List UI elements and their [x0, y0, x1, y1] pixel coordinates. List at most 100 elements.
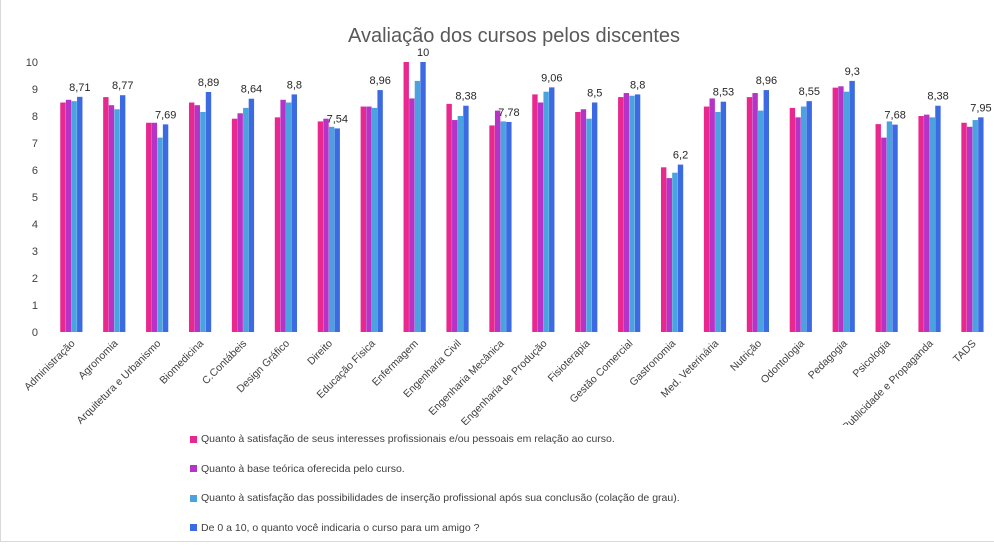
bar-area: [60, 62, 984, 333]
bar: [875, 124, 881, 332]
bar: [286, 102, 292, 332]
data-label: 8,64: [241, 84, 262, 96]
bar: [323, 118, 329, 332]
bar: [575, 111, 581, 332]
y-tick-label: 1: [32, 300, 38, 312]
bar: [918, 116, 924, 332]
bar: [403, 62, 409, 332]
bar: [274, 117, 281, 332]
data-label: 7,69: [155, 109, 176, 121]
data-label: 8,53: [713, 87, 734, 99]
y-tick-label: 0: [32, 327, 38, 339]
x-category-label: Psicologia: [851, 338, 893, 380]
legend-swatch: [190, 435, 197, 443]
bar: [119, 95, 126, 333]
bar: [452, 120, 458, 332]
legend-swatch: [190, 524, 197, 532]
data-label: 9,3: [845, 66, 860, 78]
chart-title: Avaliação dos cursos pelos discentes: [348, 25, 680, 47]
bar: [243, 107, 249, 333]
legend-swatch: [190, 465, 197, 473]
bar: [892, 124, 898, 332]
bar: [420, 62, 426, 332]
bar: [108, 105, 115, 332]
x-category-label: Nutrição: [728, 338, 764, 374]
bar: [65, 99, 72, 332]
bar: [77, 96, 83, 332]
bar: [103, 97, 109, 332]
bar: [924, 114, 930, 333]
bar: [672, 172, 678, 332]
data-label: 8,8: [630, 79, 645, 91]
bar: [849, 80, 855, 333]
bar: [537, 102, 544, 332]
bar: [618, 97, 624, 332]
bar: [709, 98, 715, 332]
data-label: 8,96: [370, 75, 391, 87]
y-tick-label: 2: [32, 273, 38, 285]
bar: [972, 120, 978, 332]
bar: [580, 109, 587, 332]
bar: [703, 106, 710, 332]
x-category-label: Fisioterapia: [546, 338, 593, 385]
bar: [843, 91, 850, 332]
bar: [194, 105, 200, 332]
bar: [806, 101, 812, 333]
y-tick-label: 4: [32, 219, 38, 231]
bar: [328, 126, 335, 332]
bar: [660, 167, 667, 332]
bar: [752, 93, 758, 332]
bar: [366, 106, 372, 332]
bar: [758, 110, 764, 332]
bar: [280, 99, 286, 332]
bar: [795, 117, 801, 332]
bar: [720, 101, 727, 332]
legend-item: Quanto à base teórica oferecida pelo cur…: [190, 458, 970, 481]
y-tick-label: 6: [32, 165, 38, 177]
data-label: 7,95: [970, 102, 991, 114]
x-category-label: Direito: [305, 338, 335, 368]
bar: [763, 90, 769, 332]
legend-item: Quanto à satisfação das possibilidades d…: [190, 487, 970, 510]
bar: [935, 105, 941, 333]
bar: [409, 98, 415, 332]
bar: [623, 93, 630, 332]
bar: [543, 91, 549, 332]
legend-label: Quanto à base teórica oferecida pelo cur…: [201, 462, 405, 475]
bar: [360, 106, 367, 332]
y-tick-label: 3: [32, 246, 38, 258]
bar: [188, 102, 195, 332]
data-label: 10: [417, 47, 429, 59]
bar: [200, 111, 206, 332]
data-label: 6,2: [673, 150, 688, 162]
data-label: 8,77: [112, 80, 133, 92]
bar: [549, 87, 555, 332]
data-label: 7,78: [498, 107, 519, 119]
legend-label: De 0 a 10, o quanto você indicaria o cur…: [201, 521, 480, 534]
bar: [463, 105, 469, 333]
bar: [677, 164, 684, 332]
bar: [146, 122, 152, 332]
bar: [506, 121, 512, 332]
data-label: 7,54: [327, 113, 348, 125]
bar: [334, 128, 340, 332]
y-tick-label: 8: [32, 111, 38, 123]
x-category-label: Odontologia: [758, 338, 807, 387]
y-tick-label: 7: [32, 138, 38, 150]
bar: [489, 125, 495, 332]
bar: [371, 107, 378, 333]
data-label: 8,96: [756, 75, 777, 87]
bar-chart: Avaliação dos cursos pelos discentes 0 1 2…: [22, 25, 992, 425]
bar: [114, 109, 120, 332]
bar: [978, 117, 984, 332]
bar: [832, 87, 839, 333]
x-category-label: Engenharia Mecânica: [426, 338, 506, 418]
x-category-label: Agronomia: [76, 338, 121, 383]
bar: [500, 121, 506, 333]
x-category-label: Arquitetura e Urbanismo: [74, 338, 163, 425]
bar: [248, 98, 255, 332]
bar: [291, 94, 297, 333]
bar: [162, 124, 169, 333]
bar: [789, 107, 796, 333]
bar: [666, 178, 672, 332]
